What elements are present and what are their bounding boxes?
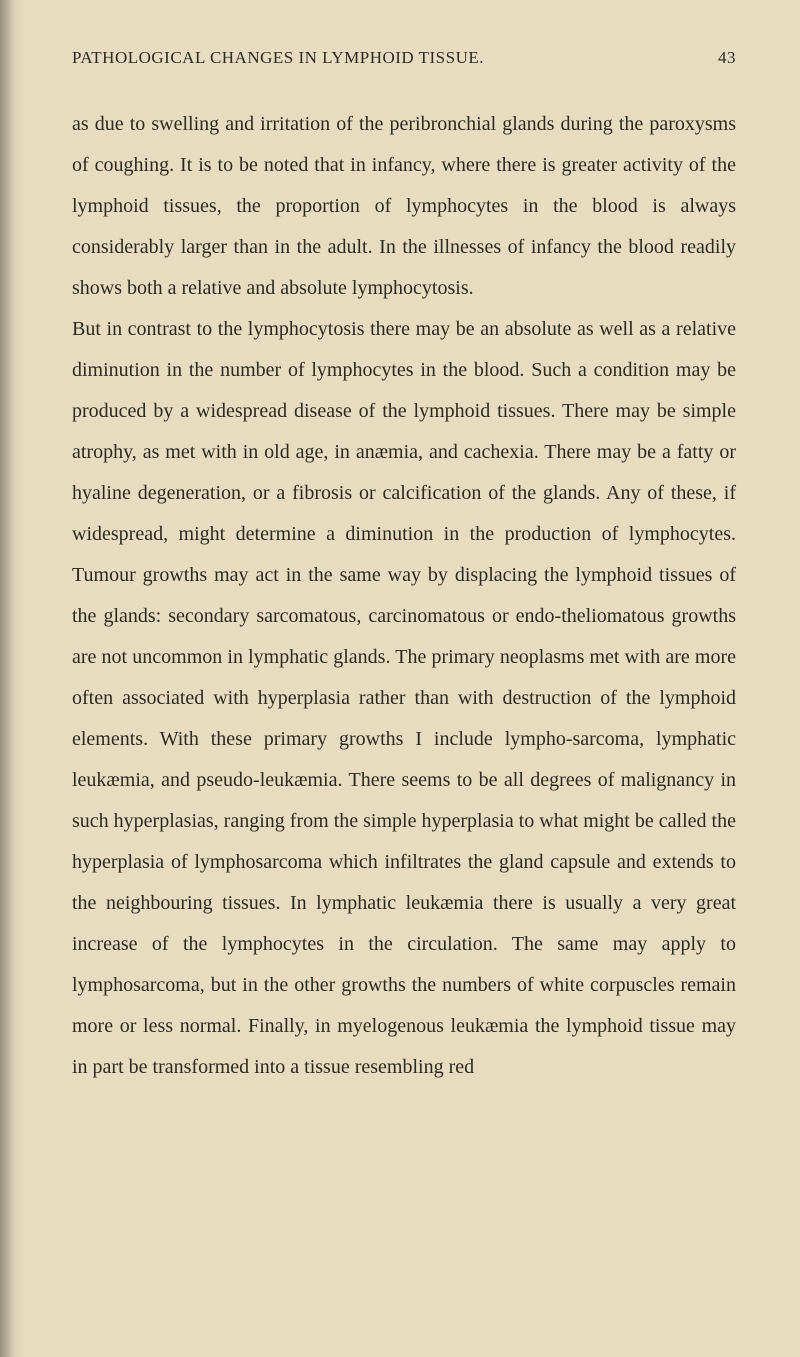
header-title: PATHOLOGICAL CHANGES IN LYMPHOID TISSUE.	[72, 48, 484, 67]
paragraph-1: as due to swelling and irritation of the…	[72, 104, 736, 309]
body-text: as due to swelling and irritation of the…	[72, 104, 736, 1088]
document-page: PATHOLOGICAL CHANGES IN LYMPHOID TISSUE.…	[0, 0, 800, 1357]
page-header: PATHOLOGICAL CHANGES IN LYMPHOID TISSUE.…	[72, 48, 736, 68]
page-number: 43	[718, 48, 736, 68]
paragraph-2: But in contrast to the lymphocytosis the…	[72, 309, 736, 1088]
